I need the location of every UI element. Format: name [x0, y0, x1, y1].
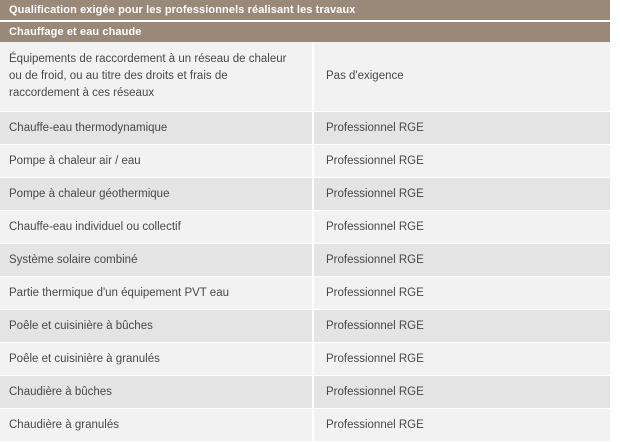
- table-row: Partie thermique d'un équipement PVT eau…: [0, 277, 610, 310]
- cell-work-description: Chauffe-eau individuel ou collectif: [0, 211, 314, 243]
- cell-work-description: Chauffe-eau thermodynamique: [0, 112, 314, 144]
- cell-work-description: Pompe à chaleur air / eau: [0, 145, 314, 177]
- cell-work-description: Pompe à chaleur géothermique: [0, 178, 314, 210]
- table-row: Chauffe-eau individuel ou collectif Profe…: [0, 211, 610, 244]
- cell-qualification: Professionnel RGE: [326, 320, 424, 332]
- table-row: Chauffe-eau thermodynamique Professionnel…: [0, 112, 610, 145]
- cell-qualification: Professionnel RGE: [326, 221, 424, 233]
- table-row: Chaudière à granulés Professionnel RGE: [0, 409, 610, 442]
- cell-qualification: Professionnel RGE: [326, 122, 424, 134]
- cell-qualification: Professionnel RGE: [326, 353, 424, 365]
- cell-qualification: Professionnel RGE: [326, 188, 424, 200]
- cell-work-description: Équipements de raccordement à un réseau …: [0, 42, 314, 111]
- cell-qualification: Professionnel RGE: [326, 419, 424, 431]
- table-row: Chaudière à bûches Professionnel RGE: [0, 376, 610, 409]
- cell-work-description: Partie thermique d'un équipement PVT eau: [0, 277, 314, 309]
- table-row: Poêle et cuisinière à bûches Professionne…: [0, 310, 610, 343]
- cell-work-description: Poêle et cuisinière à bûches: [0, 310, 314, 342]
- cell-work-description: Poêle et cuisinière à granulés: [0, 343, 314, 375]
- cell-work-description: Chaudière à bûches: [0, 376, 314, 408]
- table-body: Équipements de raccordement à un réseau …: [0, 42, 610, 442]
- cell-qualification: Professionnel RGE: [326, 386, 424, 398]
- band-divider: [0, 20, 610, 22]
- table-row: Pompe à chaleur géothermique Professionne…: [0, 178, 610, 211]
- cell-qualification: Professionnel RGE: [326, 155, 424, 167]
- table-section-band-chauffage: Chauffage et eau chaude: [0, 22, 610, 42]
- table-row: Poêle et cuisinière à granulés Profession…: [0, 343, 610, 376]
- cell-qualification: Professionnel RGE: [326, 254, 424, 266]
- table-row: Pompe à chaleur air / eau Professionnel R…: [0, 145, 610, 178]
- cell-qualification: Pas d'exigence: [326, 70, 404, 82]
- table-row: Système solaire combiné Professionnel RGE: [0, 244, 610, 277]
- cell-work-description: Chaudière à granulés: [0, 409, 314, 441]
- table-row: Équipements de raccordement à un réseau …: [0, 42, 610, 112]
- cell-qualification: Professionnel RGE: [326, 287, 424, 299]
- table-header-band: Qualification exigée pour les profession…: [0, 0, 610, 20]
- cell-work-description: Système solaire combiné: [0, 244, 314, 276]
